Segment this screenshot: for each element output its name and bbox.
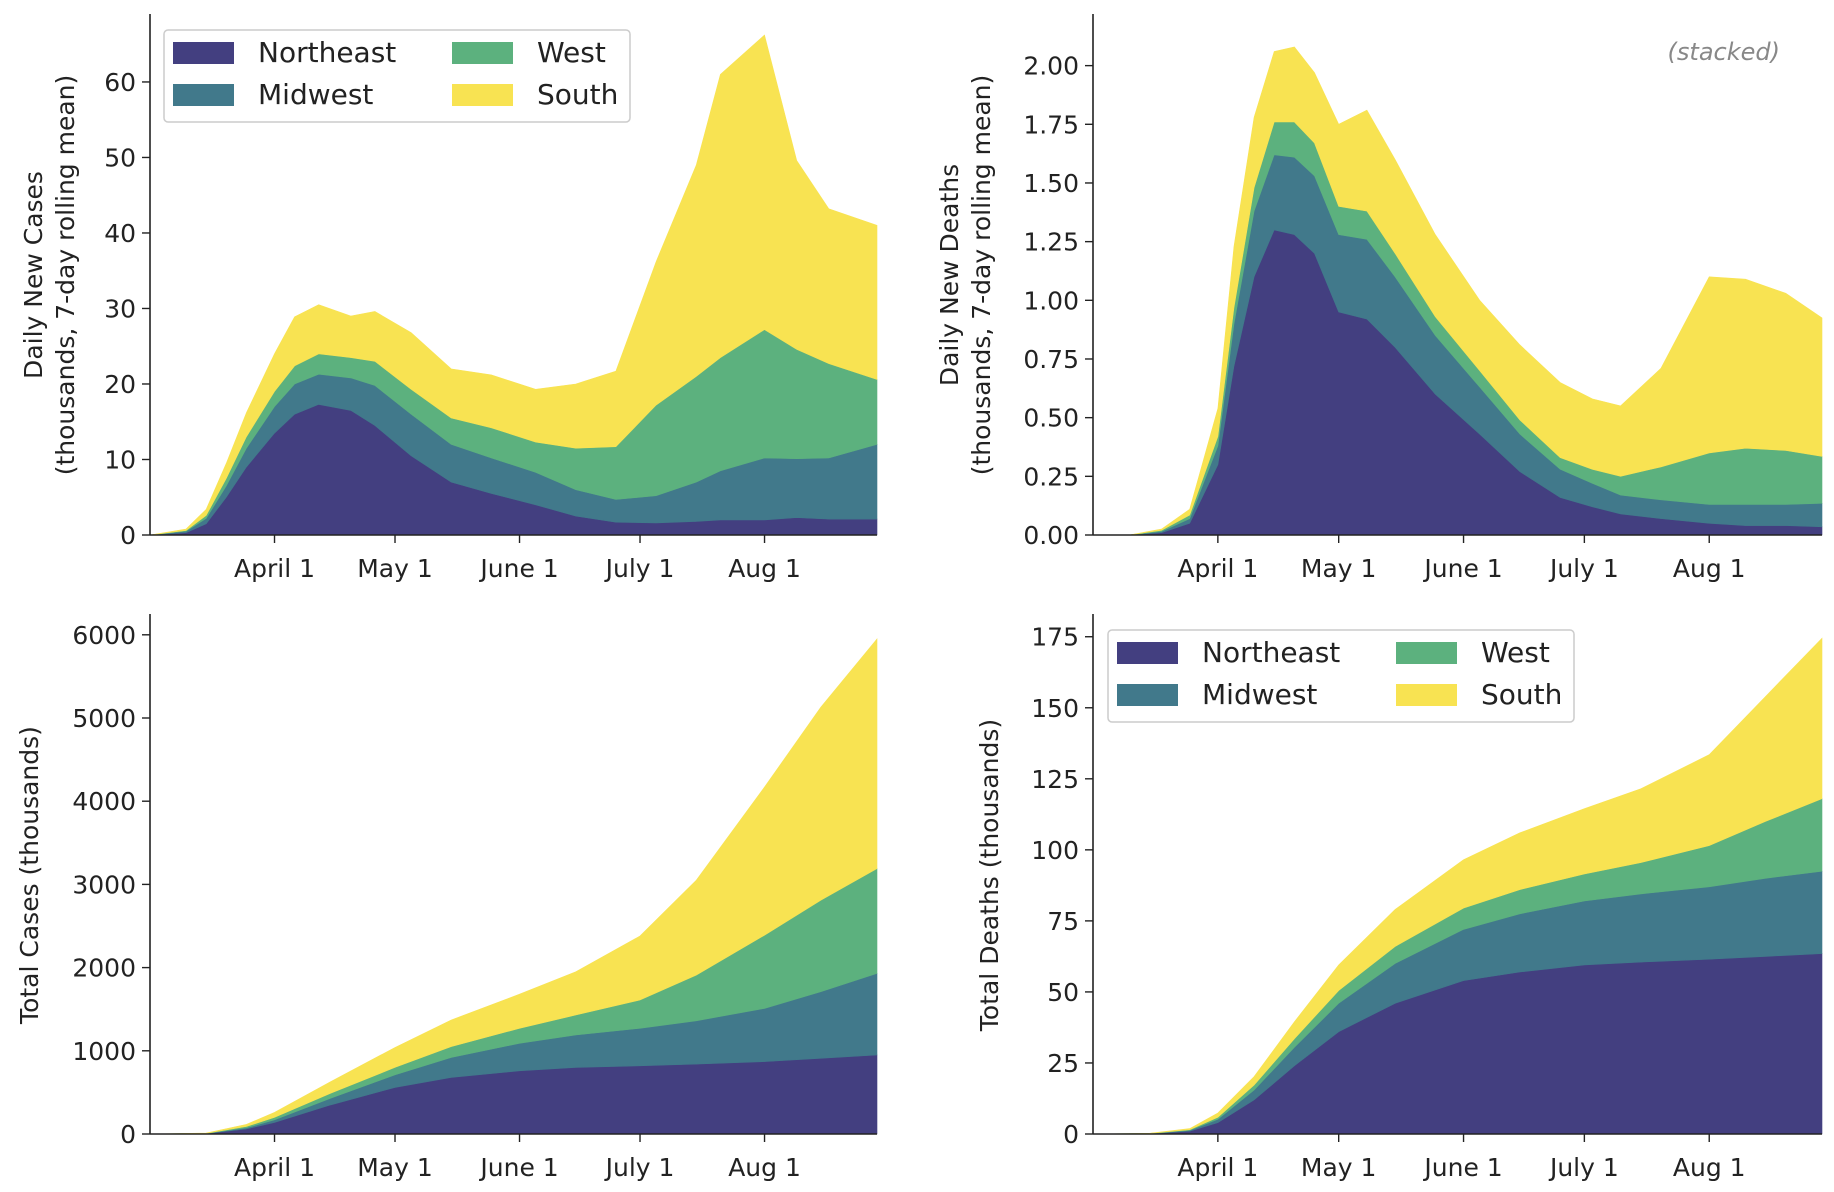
- daily-deaths-ylabel-line-2: (thousands, 7-day rolling mean): [967, 75, 996, 476]
- daily-cases-ytick-label: 20: [104, 370, 136, 399]
- total-cases-ytick-label: 1000: [72, 1037, 136, 1066]
- total-deaths-xtick-label: April 1: [1177, 1153, 1258, 1182]
- total-deaths-areas: [1092, 637, 1823, 1135]
- total-deaths-panel: 0 25 50 75 100 125 150 175 April 1 May 1 June 1 Jul…: [975, 614, 1823, 1182]
- total-deaths-xtick-label: Aug 1: [1673, 1153, 1746, 1182]
- daily-cases-legend-swatch-midwest: [173, 84, 234, 106]
- daily-cases-legend-frame: [163, 29, 631, 123]
- daily-cases-ytick-label: 40: [104, 219, 136, 248]
- total-deaths-legend-swatch-northeast: [1117, 642, 1178, 664]
- daily-deaths-areas: [1093, 46, 1823, 536]
- total-deaths-ytick-label: 100: [1031, 836, 1079, 865]
- total-deaths-legend-frame: [1107, 629, 1575, 723]
- total-deaths-ylabel: Total Deaths (thousands): [975, 719, 1004, 1032]
- stacked-annotation: (stacked): [1668, 38, 1780, 66]
- daily-deaths-ytick-label: 0.00: [1023, 521, 1079, 550]
- total-deaths-legend-label-northeast: Northeast: [1202, 636, 1340, 669]
- total-cases-ytick-label: 5000: [72, 704, 136, 733]
- daily-cases-legend-label-midwest: Midwest: [258, 78, 373, 111]
- total-cases-panel: 0 1000 2000 3000 4000 5000 6000 April 1 May 1 Jun…: [15, 614, 878, 1182]
- daily-deaths-ytick-label: 1.00: [1023, 286, 1079, 315]
- daily-deaths-xtick-label: Aug 1: [1673, 554, 1746, 583]
- daily-deaths-xtick-label: April 1: [1177, 554, 1258, 583]
- daily-deaths-ytick-label: 1.75: [1023, 110, 1079, 139]
- daily-cases-ytick-label: 10: [104, 445, 136, 474]
- total-deaths-legend-swatch-south: [1396, 684, 1457, 706]
- daily-cases-xtick-label: May 1: [357, 554, 433, 583]
- total-cases-xtick-label: May 1: [357, 1153, 433, 1182]
- daily-cases-ytick-label: 30: [104, 294, 136, 323]
- total-cases-ytick-label: 4000: [72, 787, 136, 816]
- total-deaths-legend: Northeast Midwest West South: [1107, 629, 1575, 723]
- daily-cases-legend-label-northeast: Northeast: [258, 36, 396, 69]
- daily-deaths-ytick-label: 0.25: [1023, 462, 1079, 491]
- total-deaths-ytick-label: 125: [1031, 765, 1079, 794]
- daily-deaths-ytick-label: 0.50: [1023, 404, 1079, 433]
- total-cases-ytick-label: 6000: [72, 621, 136, 650]
- total-deaths-legend-label-west: West: [1481, 636, 1550, 669]
- total-cases-xtick-label: June 1: [478, 1153, 558, 1182]
- daily-deaths-area-south: [1093, 46, 1823, 536]
- total-cases-xtick-label: July 1: [604, 1153, 675, 1182]
- daily-deaths-ylabel-line-1: Daily New Deaths: [935, 164, 964, 386]
- daily-cases-ytick-label: 50: [104, 143, 136, 172]
- daily-cases-xtick-label: April 1: [234, 554, 315, 583]
- total-cases-xtick-label: April 1: [234, 1153, 315, 1182]
- daily-cases-xtick-label: Aug 1: [728, 554, 801, 583]
- total-cases-ytick-label: 0: [120, 1120, 136, 1149]
- daily-cases-ylabel-line-2: (thousands, 7-day rolling mean): [51, 75, 80, 476]
- total-cases-ylabel: Total Cases (thousands): [15, 726, 44, 1025]
- daily-cases-area-south: [149, 34, 878, 536]
- total-deaths-xtick-label: June 1: [1422, 1153, 1502, 1182]
- total-deaths-ytick-label: 75: [1047, 907, 1079, 936]
- total-cases-area-south: [149, 638, 878, 1135]
- total-cases-xtick-label: Aug 1: [728, 1153, 801, 1182]
- daily-cases-ylabel-line-1: Daily New Cases: [19, 171, 48, 379]
- total-deaths-legend-label-midwest: Midwest: [1202, 678, 1317, 711]
- daily-deaths-ticks: 0.00 0.25 0.50 0.75 1.00 1.25 1.50 1.75 2.00 Apri…: [1023, 52, 1745, 583]
- daily-deaths-xtick-label: July 1: [1548, 554, 1619, 583]
- total-deaths-ticks: 0 25 50 75 100 125 150 175 April 1 May 1 June 1 Jul…: [1031, 623, 1745, 1182]
- daily-cases-xtick-label: June 1: [478, 554, 558, 583]
- total-cases-ticks: 0 1000 2000 3000 4000 5000 6000 April 1 May 1 Jun…: [72, 621, 800, 1182]
- total-deaths-legend-swatch-west: [1396, 642, 1457, 664]
- daily-cases-ytick-label: 0: [120, 521, 136, 550]
- total-deaths-ytick-label: 150: [1031, 694, 1079, 723]
- daily-cases-legend: Northeast Midwest West South: [163, 29, 631, 123]
- total-deaths-area-south: [1092, 637, 1823, 1135]
- daily-deaths-ytick-label: 1.25: [1023, 228, 1079, 257]
- daily-deaths-ytick-label: 2.00: [1023, 52, 1079, 81]
- daily-cases-legend-swatch-west: [452, 42, 513, 64]
- total-cases-ytick-label: 3000: [72, 870, 136, 899]
- daily-cases-ytick-label: 60: [104, 68, 136, 97]
- daily-cases-legend-swatch-northeast: [173, 42, 234, 64]
- daily-cases-legend-label-south: South: [537, 78, 618, 111]
- total-deaths-legend-label-south: South: [1481, 678, 1562, 711]
- total-deaths-xtick-label: July 1: [1548, 1153, 1619, 1182]
- total-deaths-ytick-label: 50: [1047, 978, 1079, 1007]
- daily-deaths-xtick-label: May 1: [1301, 554, 1377, 583]
- daily-deaths-ytick-label: 0.75: [1023, 345, 1079, 374]
- daily-cases-panel: 0 10 20 30 40 50 60 April 1 May 1 June 1 July 1 Aug…: [19, 14, 878, 583]
- daily-deaths-ytick-label: 1.50: [1023, 169, 1079, 198]
- total-deaths-ytick-label: 25: [1047, 1049, 1079, 1078]
- total-deaths-xtick-label: May 1: [1301, 1153, 1377, 1182]
- total-deaths-ytick-label: 0: [1063, 1120, 1079, 1149]
- total-cases-areas: [149, 638, 878, 1135]
- total-deaths-ytick-label: 175: [1031, 623, 1079, 652]
- daily-deaths-xtick-label: June 1: [1422, 554, 1502, 583]
- daily-cases-legend-swatch-south: [452, 84, 513, 106]
- daily-cases-legend-label-west: West: [537, 36, 606, 69]
- daily-cases-ticks: 0 10 20 30 40 50 60 April 1 May 1 June 1 July 1 Aug…: [104, 68, 801, 583]
- total-cases-ytick-label: 2000: [72, 954, 136, 983]
- total-deaths-legend-swatch-midwest: [1117, 684, 1178, 706]
- daily-cases-xtick-label: July 1: [604, 554, 675, 583]
- daily-deaths-panel: 0.00 0.25 0.50 0.75 1.00 1.25 1.50 1.75 2.00 Apri…: [935, 14, 1823, 583]
